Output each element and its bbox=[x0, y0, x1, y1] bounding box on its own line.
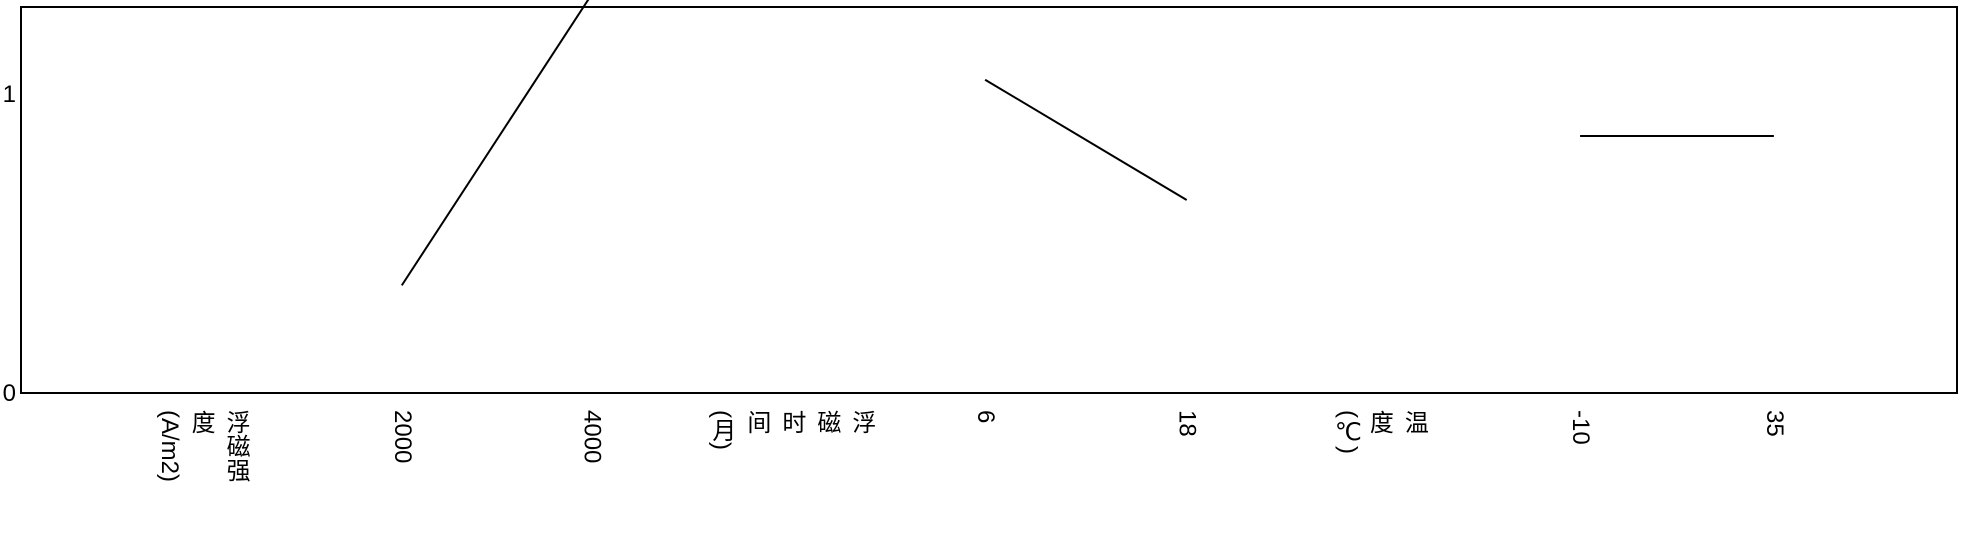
seg-magnetic-time bbox=[985, 80, 1187, 200]
seg-magnetic-intensity bbox=[402, 0, 592, 285]
chart-container: 01 浮磁强度(A/m2)20004000浮磁时间(月)618温度(℃)-103… bbox=[0, 0, 1968, 560]
chart-lines bbox=[0, 0, 1968, 560]
